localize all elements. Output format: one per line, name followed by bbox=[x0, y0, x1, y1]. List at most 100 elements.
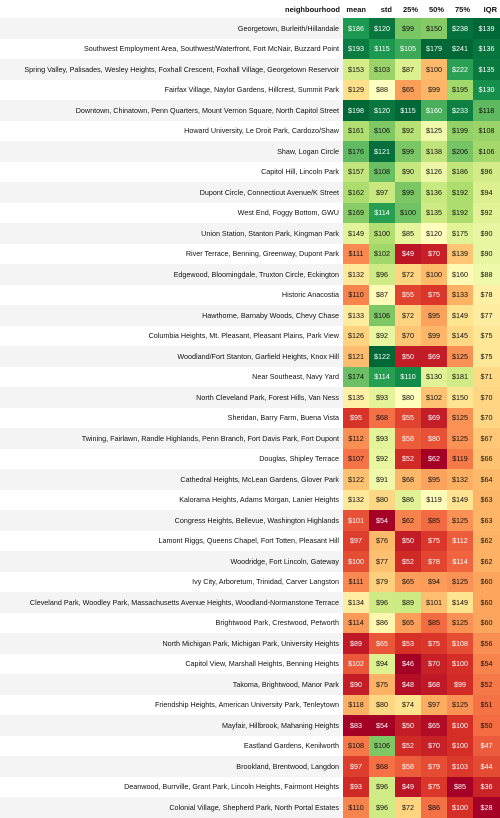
value-cell-25pct: $115 bbox=[395, 100, 421, 121]
value-cell-mean: $112 bbox=[343, 428, 369, 449]
neighbourhood-label: Shaw, Logan Circle bbox=[0, 141, 343, 162]
value-cell-mean: $153 bbox=[343, 59, 369, 80]
value-cell-std: $122 bbox=[369, 346, 395, 367]
neighbourhood-label: North Michigan Park, Michigan Park, Univ… bbox=[0, 633, 343, 654]
value-cell-75pct: $125 bbox=[447, 346, 473, 367]
table-row: Columbia Heights, Mt. Pleasant, Pleasant… bbox=[0, 326, 500, 347]
neighbourhood-label: Spring Valley, Palisades, Wesley Heights… bbox=[0, 59, 343, 80]
value-cell-std: $80 bbox=[369, 695, 395, 716]
value-cell-25pct: $53 bbox=[395, 633, 421, 654]
value-cell-25pct: $70 bbox=[395, 326, 421, 347]
value-cell-iqr: $28 bbox=[473, 797, 500, 818]
value-cell-50pct: $68 bbox=[421, 674, 447, 695]
value-cell-50pct: $69 bbox=[421, 408, 447, 429]
table-row: Union Station, Stanton Park, Kingman Par… bbox=[0, 223, 500, 244]
value-cell-mean: $110 bbox=[343, 797, 369, 818]
table-row: Brookland, Brentwood, Langdon $97 $68 $58 $7… bbox=[0, 756, 500, 777]
value-cell-50pct: $125 bbox=[421, 121, 447, 142]
value-cell-50pct: $75 bbox=[421, 777, 447, 798]
value-cell-iqr: $70 bbox=[473, 408, 500, 429]
value-cell-iqr: $78 bbox=[473, 285, 500, 306]
table-row: Downtown, Chinatown, Penn Quarters, Moun… bbox=[0, 100, 500, 121]
table-row: Shaw, Logan Circle $176 $121 $99 $138 $206 $10… bbox=[0, 141, 500, 162]
value-cell-std: $120 bbox=[369, 100, 395, 121]
value-cell-mean: $93 bbox=[343, 777, 369, 798]
value-cell-mean: $198 bbox=[343, 100, 369, 121]
value-cell-75pct: $85 bbox=[447, 777, 473, 798]
value-cell-iqr: $96 bbox=[473, 162, 500, 183]
value-cell-mean: $111 bbox=[343, 244, 369, 265]
table-row: Takoma, Brightwood, Manor Park $90 $75 $48 $… bbox=[0, 674, 500, 695]
value-cell-iqr: $90 bbox=[473, 223, 500, 244]
neighbourhood-label: Southwest Employment Area, Southwest/Wat… bbox=[0, 39, 343, 60]
value-cell-25pct: $62 bbox=[395, 510, 421, 531]
value-cell-50pct: $65 bbox=[421, 715, 447, 736]
value-cell-std: $92 bbox=[369, 449, 395, 470]
table-header: neighbourhood mean std 25% 50% 75% IQR bbox=[0, 0, 500, 18]
value-cell-mean: $174 bbox=[343, 367, 369, 388]
value-cell-std: $65 bbox=[369, 633, 395, 654]
value-cell-75pct: $145 bbox=[447, 326, 473, 347]
value-cell-mean: $135 bbox=[343, 387, 369, 408]
value-cell-25pct: $58 bbox=[395, 428, 421, 449]
value-cell-25pct: $92 bbox=[395, 121, 421, 142]
neighbourhood-label: Downtown, Chinatown, Penn Quarters, Moun… bbox=[0, 100, 343, 121]
value-cell-50pct: $70 bbox=[421, 736, 447, 757]
value-cell-std: $93 bbox=[369, 387, 395, 408]
table-row: Kalorama Heights, Adams Morgan, Lanier H… bbox=[0, 490, 500, 511]
value-cell-25pct: $90 bbox=[395, 162, 421, 183]
neighbourhood-label: Edgewood, Bloomingdale, Truxton Circle, … bbox=[0, 264, 343, 285]
value-cell-75pct: $222 bbox=[447, 59, 473, 80]
value-cell-mean: $89 bbox=[343, 633, 369, 654]
column-header-25pct: 25% bbox=[395, 0, 421, 18]
neighbourhood-label: Congress Heights, Bellevue, Washington H… bbox=[0, 510, 343, 531]
value-cell-75pct: $125 bbox=[447, 613, 473, 634]
value-cell-25pct: $72 bbox=[395, 264, 421, 285]
table-row: Hawthorne, Barnaby Woods, Chevy Chase $13… bbox=[0, 305, 500, 326]
value-cell-50pct: $179 bbox=[421, 39, 447, 60]
value-cell-iqr: $130 bbox=[473, 80, 500, 101]
value-cell-std: $121 bbox=[369, 141, 395, 162]
value-cell-iqr: $135 bbox=[473, 59, 500, 80]
column-header-neighbourhood: neighbourhood bbox=[0, 0, 343, 18]
value-cell-75pct: $100 bbox=[447, 654, 473, 675]
value-cell-std: $96 bbox=[369, 777, 395, 798]
neighbourhood-label: Capitol Hill, Lincoln Park bbox=[0, 162, 343, 183]
value-cell-mean: $186 bbox=[343, 18, 369, 39]
value-cell-mean: $149 bbox=[343, 223, 369, 244]
value-cell-iqr: $139 bbox=[473, 18, 500, 39]
value-cell-50pct: $126 bbox=[421, 162, 447, 183]
value-cell-75pct: $175 bbox=[447, 223, 473, 244]
value-cell-iqr: $70 bbox=[473, 387, 500, 408]
value-cell-25pct: $52 bbox=[395, 449, 421, 470]
value-cell-75pct: $125 bbox=[447, 572, 473, 593]
neighbourhood-label: Cathedral Heights, McLean Gardens, Glove… bbox=[0, 469, 343, 490]
value-cell-iqr: $71 bbox=[473, 367, 500, 388]
value-cell-std: $120 bbox=[369, 18, 395, 39]
table-row: Mayfair, Hillbrook, Mahaning Heights $83 $… bbox=[0, 715, 500, 736]
value-cell-50pct: $138 bbox=[421, 141, 447, 162]
value-cell-iqr: $94 bbox=[473, 182, 500, 203]
value-cell-50pct: $120 bbox=[421, 223, 447, 244]
value-cell-50pct: $136 bbox=[421, 182, 447, 203]
table-row: Woodland/Fort Stanton, Garfield Heights,… bbox=[0, 346, 500, 367]
value-cell-std: $96 bbox=[369, 797, 395, 818]
value-cell-25pct: $72 bbox=[395, 797, 421, 818]
table-row: Brightwood Park, Crestwood, Petworth $114… bbox=[0, 613, 500, 634]
value-cell-75pct: $139 bbox=[447, 244, 473, 265]
value-cell-mean: $132 bbox=[343, 490, 369, 511]
value-cell-25pct: $65 bbox=[395, 572, 421, 593]
neighbourhood-label: Sheridan, Barry Farm, Buena Vista bbox=[0, 408, 343, 429]
table-row: Friendship Heights, American University … bbox=[0, 695, 500, 716]
value-cell-iqr: $60 bbox=[473, 613, 500, 634]
neighbourhood-label: Brightwood Park, Crestwood, Petworth bbox=[0, 613, 343, 634]
value-cell-iqr: $106 bbox=[473, 141, 500, 162]
neighbourhood-label: West End, Foggy Bottom, GWU bbox=[0, 203, 343, 224]
value-cell-50pct: $78 bbox=[421, 551, 447, 572]
value-cell-75pct: $199 bbox=[447, 121, 473, 142]
value-cell-std: $103 bbox=[369, 59, 395, 80]
value-cell-75pct: $160 bbox=[447, 264, 473, 285]
neighbourhood-label: Near Southeast, Navy Yard bbox=[0, 367, 343, 388]
value-cell-25pct: $50 bbox=[395, 531, 421, 552]
value-cell-iqr: $62 bbox=[473, 551, 500, 572]
